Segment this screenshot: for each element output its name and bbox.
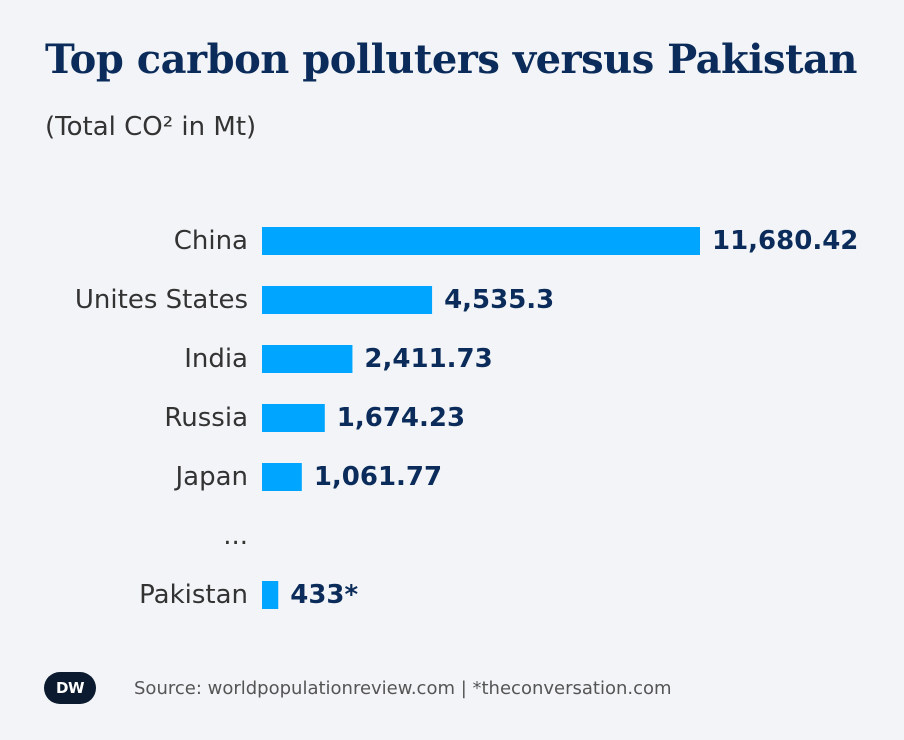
bar <box>262 227 700 255</box>
category-label: Unites States <box>75 285 248 315</box>
category-label: Japan <box>173 462 248 492</box>
bar-chart: China 11,680.42 Unites States 4,535.3 India 2… <box>75 226 859 610</box>
category-label: Pakistan <box>139 580 248 610</box>
chart-subtitle: (Total CO² in Mt) <box>45 112 257 142</box>
bar <box>262 404 325 432</box>
value-label: 11,680.42 <box>712 226 858 256</box>
bar <box>262 581 279 609</box>
footer: DW Source: worldpopulationreview.com | *… <box>44 670 672 706</box>
dw-logo: DW <box>44 672 96 704</box>
category-label: China <box>174 226 248 256</box>
value-label: 433* <box>290 580 358 610</box>
value-label: 4,535.3 <box>444 285 554 315</box>
category-label: India <box>184 344 248 374</box>
value-label: 2,411.73 <box>364 344 492 374</box>
chart-title: Top carbon polluters versus Pakistan <box>45 36 857 83</box>
bar <box>262 345 353 373</box>
value-label: 1,674.23 <box>337 403 465 433</box>
gap-ellipsis: ... <box>223 521 248 551</box>
bar <box>262 286 433 314</box>
source-note: Source: worldpopulationreview.com | *the… <box>134 677 672 699</box>
value-label: 1,061.77 <box>314 462 442 492</box>
bar <box>262 463 302 491</box>
category-label: Russia <box>164 403 248 433</box>
